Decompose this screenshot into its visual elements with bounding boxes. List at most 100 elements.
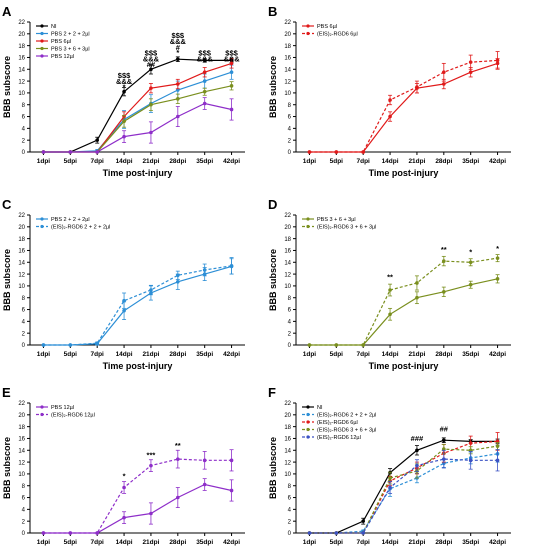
- data-point: [442, 82, 446, 86]
- data-point: [68, 150, 73, 154]
- legend-marker: [306, 405, 310, 409]
- series-line: [43, 265, 232, 346]
- legend-marker: [40, 217, 44, 221]
- y-tick-label: 18: [18, 425, 25, 431]
- y-tick-label: 22: [18, 401, 25, 407]
- x-tick-label: 14dpi: [116, 539, 133, 546]
- significance-mark: **: [441, 245, 447, 254]
- x-tick-label: 5dpi: [64, 351, 78, 358]
- data-point: [229, 264, 234, 268]
- data-point: [202, 268, 207, 272]
- legend-marker: [40, 31, 44, 36]
- legend-entry: (EIS)₂-RGD6 3 + 6 + 3µl: [317, 428, 376, 434]
- series-line: [309, 439, 498, 534]
- y-tick-label: 4: [22, 320, 26, 326]
- x-tick-label: 14dpi: [382, 351, 399, 358]
- x-tick-label: 7dpi: [91, 539, 105, 546]
- x-tick-label: 5dpi: [64, 158, 78, 165]
- data-point: [334, 531, 339, 535]
- data-point: [442, 290, 446, 294]
- legend-entry: NI: [317, 405, 323, 411]
- significance-mark: **: [387, 272, 393, 281]
- x-tick-label: 42dpi: [489, 539, 506, 546]
- data-point: [229, 458, 234, 463]
- data-point: [176, 97, 180, 101]
- data-point: [415, 281, 419, 285]
- data-point: [442, 259, 446, 263]
- data-point: [442, 457, 446, 461]
- y-tick-label: 20: [284, 32, 291, 38]
- y-tick-label: 14: [18, 448, 25, 454]
- y-axis-title: BBB subscore: [2, 437, 12, 499]
- data-point: [361, 531, 365, 535]
- y-tick-label: 14: [284, 448, 291, 454]
- significance-mark: **: [175, 441, 181, 450]
- significance-mark: &&&: [143, 55, 160, 64]
- significance-mark: &&&: [197, 55, 214, 64]
- significance-mark: $$$: [172, 31, 185, 40]
- x-tick-label: 21dpi: [142, 351, 159, 358]
- significance-mark: *: [469, 248, 472, 257]
- y-tick-label: 18: [284, 425, 291, 431]
- data-point: [176, 279, 180, 284]
- data-point: [361, 150, 365, 154]
- y-tick-label: 8: [22, 296, 26, 302]
- x-tick-label: 42dpi: [223, 351, 240, 358]
- y-tick-label: 4: [22, 508, 26, 514]
- y-tick-label: 2: [288, 519, 292, 525]
- data-point: [229, 107, 234, 112]
- x-tick-label: 35dpi: [462, 351, 479, 358]
- y-tick-label: 12: [284, 272, 291, 278]
- y-tick-label: 14: [18, 260, 25, 266]
- x-tick-label: 5dpi: [330, 351, 344, 358]
- legend-entry: PBS 6µl: [51, 39, 71, 45]
- y-tick-label: 20: [284, 225, 291, 231]
- x-tick-label: 35dpi: [462, 539, 479, 546]
- panel-label: B: [268, 4, 277, 19]
- series-line: [43, 458, 232, 534]
- y-tick-label: 14: [18, 67, 25, 73]
- data-point: [495, 458, 500, 463]
- data-point: [388, 98, 392, 102]
- legend-marker: [306, 412, 310, 417]
- y-tick-label: 4: [288, 508, 292, 514]
- x-tick-label: 35dpi: [196, 351, 213, 358]
- significance-mark: &&&: [170, 37, 187, 46]
- data-point: [149, 67, 153, 72]
- legend-entry: (EIS)₂-RGD6 12µl: [317, 435, 361, 441]
- legend-marker: [40, 412, 44, 417]
- legend-entry: PBS 3 + 6 + 3µl: [317, 217, 356, 223]
- data-point: [388, 312, 392, 317]
- series-line: [43, 102, 232, 153]
- y-tick-label: 18: [18, 237, 25, 243]
- significance-mark: $$$: [145, 49, 158, 58]
- series-line: [309, 257, 498, 346]
- significance-mark: *: [496, 244, 499, 253]
- legend-marker: [40, 224, 44, 229]
- y-tick-label: 10: [284, 472, 291, 478]
- x-tick-label: 14dpi: [382, 158, 399, 165]
- legend-entry: PBS 12µl: [51, 54, 74, 60]
- y-tick-label: 18: [18, 44, 25, 50]
- series-2: [41, 449, 234, 535]
- y-tick-label: 18: [284, 44, 291, 50]
- legend-marker: [306, 420, 310, 424]
- y-tick-label: 0: [288, 343, 292, 349]
- x-tick-label: 7dpi: [91, 158, 105, 165]
- y-tick-label: 14: [284, 67, 291, 73]
- x-tick-label: 42dpi: [223, 158, 240, 165]
- y-tick-label: 2: [288, 138, 292, 144]
- series-line: [309, 59, 498, 153]
- series-line: [309, 278, 498, 346]
- data-point: [95, 531, 99, 535]
- data-point: [388, 476, 392, 480]
- series-1: [41, 478, 234, 535]
- data-point: [229, 84, 234, 88]
- x-tick-label: 7dpi: [357, 351, 371, 358]
- x-tick-label: 7dpi: [357, 539, 371, 546]
- y-tick-label: 10: [284, 91, 291, 97]
- data-point: [149, 511, 153, 516]
- data-point: [41, 150, 46, 154]
- series-2: [307, 51, 500, 154]
- x-tick-label: 21dpi: [142, 158, 159, 165]
